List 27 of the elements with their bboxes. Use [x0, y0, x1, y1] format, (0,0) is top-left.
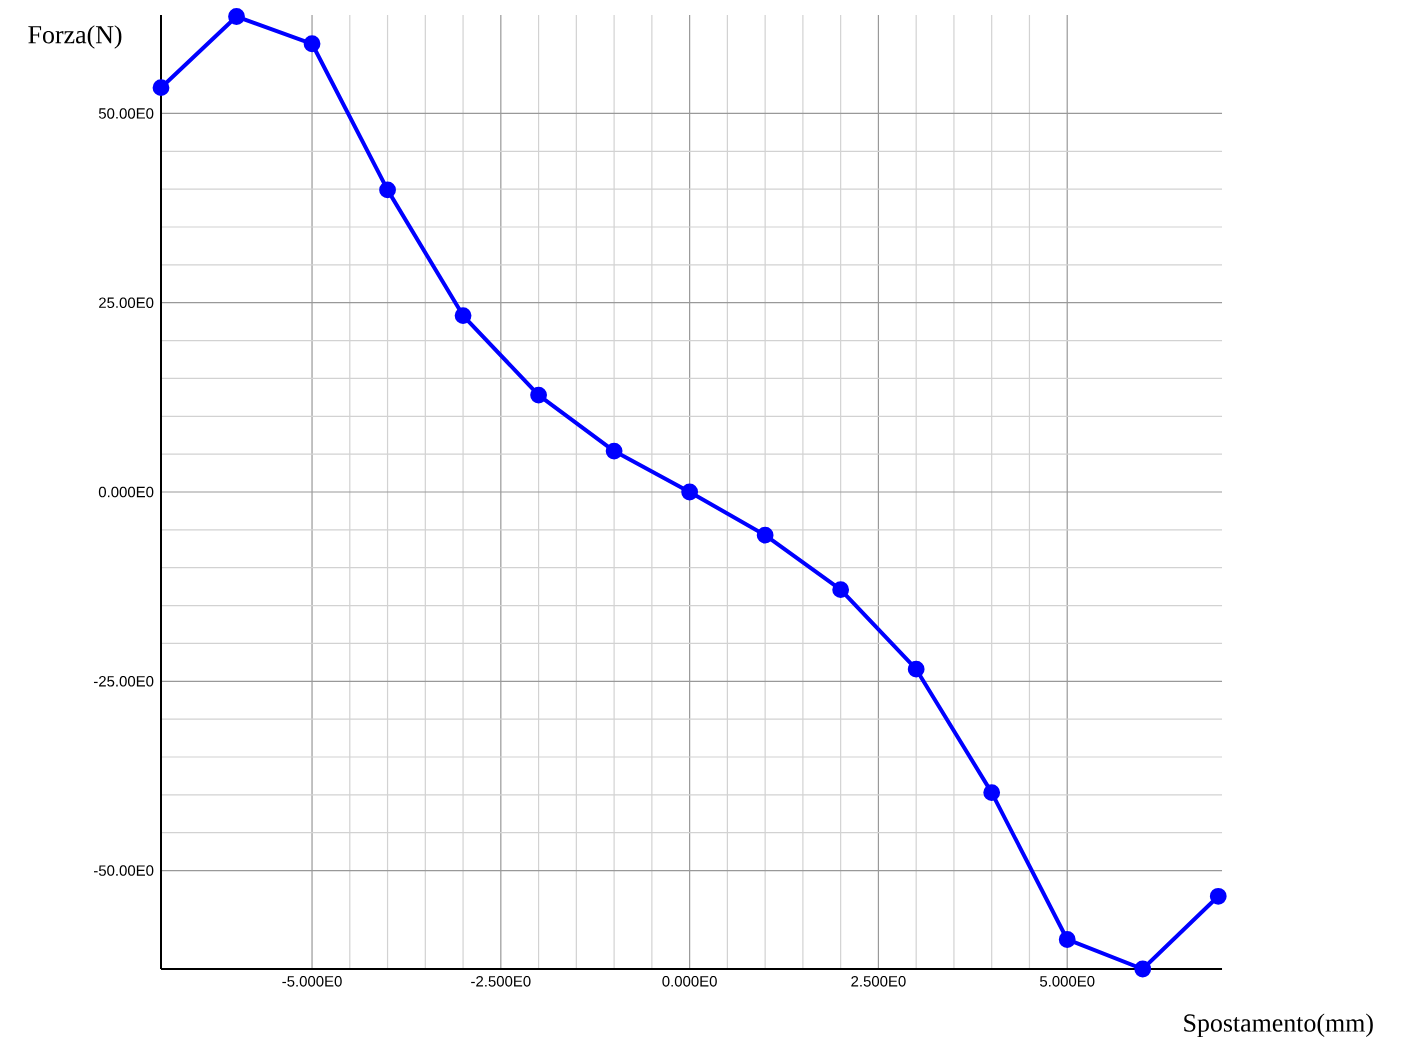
point [832, 581, 850, 599]
x-tick-label: 2.500E0 [851, 976, 906, 987]
y-tick-label: 0.000E0 [98, 486, 154, 498]
x-tick-label: -5.000E0 [282, 976, 342, 987]
point [379, 181, 396, 199]
point [756, 526, 774, 544]
point [1134, 960, 1152, 978]
point [454, 307, 472, 324]
y-tick-label: -25.00E0 [93, 675, 154, 687]
point [681, 483, 699, 501]
y-tick-label: -50.00E0 [93, 865, 154, 876]
y-tick-label: 25.00E0 [99, 297, 154, 309]
y-axis-title: Forza(N) [28, 25, 122, 49]
y-tick-label: 50.00E0 [98, 108, 154, 119]
point [605, 442, 623, 460]
point [1209, 887, 1227, 905]
point [1058, 931, 1076, 948]
point [530, 386, 547, 404]
point [152, 79, 170, 97]
point [228, 8, 245, 25]
x-tick-label: -2.500E0 [471, 976, 531, 987]
point [907, 660, 925, 678]
x-axis-title: Spostamento(mm) [1184, 1013, 1373, 1038]
point [303, 35, 321, 53]
x-tick-label: 0.000E0 [662, 976, 717, 987]
point [983, 784, 1001, 801]
x-tick-label: 5.000E0 [1039, 976, 1095, 987]
